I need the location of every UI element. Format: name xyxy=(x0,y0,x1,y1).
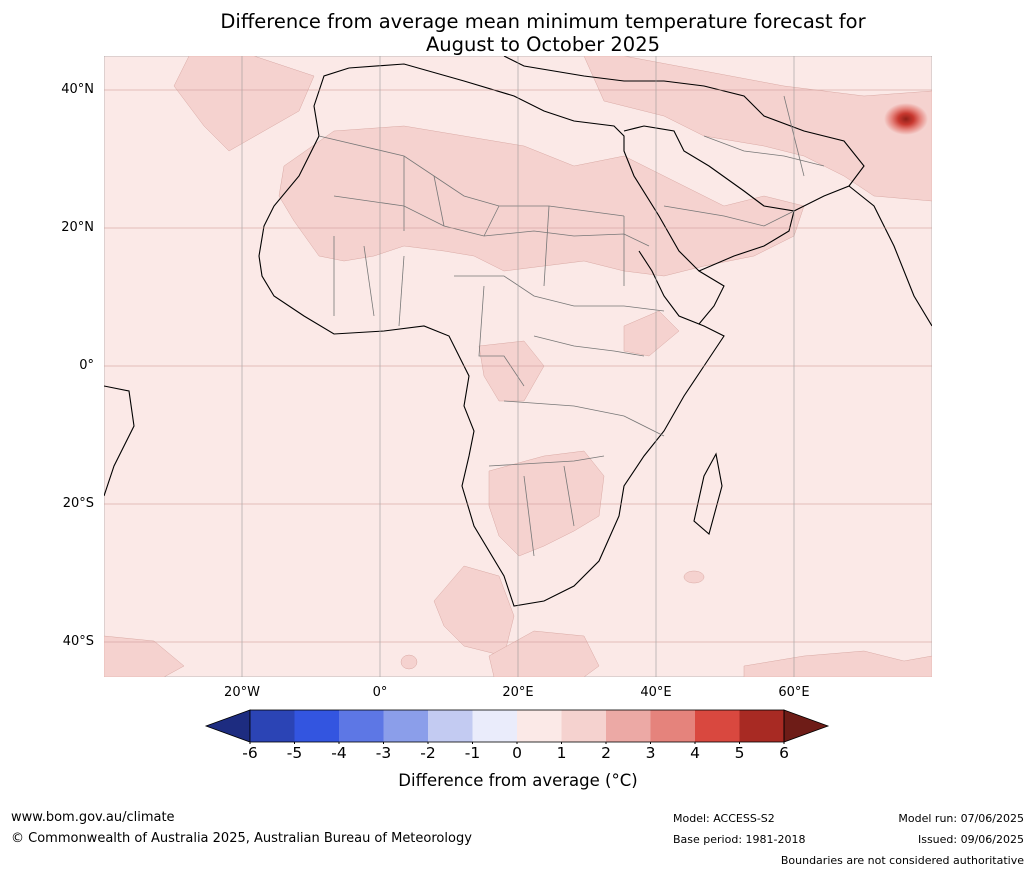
colorbar-segment xyxy=(472,710,517,742)
colorbar-tick-label: 4 xyxy=(690,744,700,762)
colorbar-segment xyxy=(383,710,428,742)
colorbar-arrow-low xyxy=(204,709,251,743)
forecast-map xyxy=(104,56,932,677)
colorbar-segments xyxy=(204,709,830,743)
colorbar-tick-label: 1 xyxy=(556,744,567,762)
copyright-text: © Commonwealth of Australia 2025, Austra… xyxy=(11,831,472,846)
lat-label-0: 0° xyxy=(79,358,94,373)
colorbar-tick-label: -5 xyxy=(286,744,303,762)
colorbar-tick-label: -2 xyxy=(420,744,436,762)
colorbar-tick-label: -3 xyxy=(375,744,392,762)
lon-label-40e: 40°E xyxy=(640,685,672,700)
colorbar-tick-label: 2 xyxy=(601,744,611,762)
lon-label-0: 0° xyxy=(372,685,388,700)
graticule xyxy=(104,56,932,677)
lon-label-20e: 20°E xyxy=(502,685,534,700)
lat-label-40s: 40°S xyxy=(62,634,94,649)
lon-label-60e: 60°E xyxy=(778,685,810,700)
colorbar-segment xyxy=(517,710,562,742)
colorbar-tick-label: 6 xyxy=(779,744,789,762)
lat-label-20s: 20°S xyxy=(62,496,94,511)
colorbar-arrow-high xyxy=(783,709,830,743)
colorbar-segment xyxy=(294,710,339,742)
colorbar-tick-label: 5 xyxy=(734,744,745,762)
colorbar xyxy=(204,709,830,744)
colorbar-segment xyxy=(428,710,473,742)
colorbar-tick-label: -4 xyxy=(331,744,347,762)
anomaly-plus1-areas xyxy=(104,56,932,677)
colorbar-label: Difference from average (°C) xyxy=(398,771,638,790)
map-title: Difference from average mean minimum tem… xyxy=(100,10,986,56)
website-link[interactable]: www.bom.gov.au/climate xyxy=(11,810,175,825)
colorbar-segment xyxy=(606,710,651,742)
coastlines xyxy=(104,56,932,607)
colorbar-tick-label: 3 xyxy=(645,744,656,762)
model-text: Model: ACCESS-S2 xyxy=(673,812,775,825)
colorbar-tick-label: 0 xyxy=(512,744,522,762)
base-period-text: Base period: 1981-2018 xyxy=(673,833,806,846)
lat-label-20n: 20°N xyxy=(61,220,94,235)
lat-label-40n: 40°N xyxy=(61,82,94,97)
model-run-text: Model run: 07/06/2025 xyxy=(898,812,1024,825)
lon-label-20w: 20°W xyxy=(224,685,260,700)
colorbar-segment xyxy=(695,710,740,742)
anomaly-hotspot xyxy=(884,103,928,135)
colorbar-tick-label: -1 xyxy=(464,744,481,762)
colorbar-segment xyxy=(650,710,695,742)
colorbar-segment xyxy=(339,710,384,742)
disclaimer-text: Boundaries are not considered authoritat… xyxy=(780,854,1024,867)
colorbar-tick-label: -6 xyxy=(242,744,258,762)
map-title-line1: Difference from average mean minimum tem… xyxy=(220,10,866,33)
country-borders xyxy=(318,95,825,557)
colorbar-segment xyxy=(250,710,295,742)
colorbar-segment xyxy=(739,710,784,742)
colorbar-segment xyxy=(561,710,606,742)
map-title-line2: August to October 2025 xyxy=(425,33,661,56)
issued-text: Issued: 09/06/2025 xyxy=(917,833,1024,846)
